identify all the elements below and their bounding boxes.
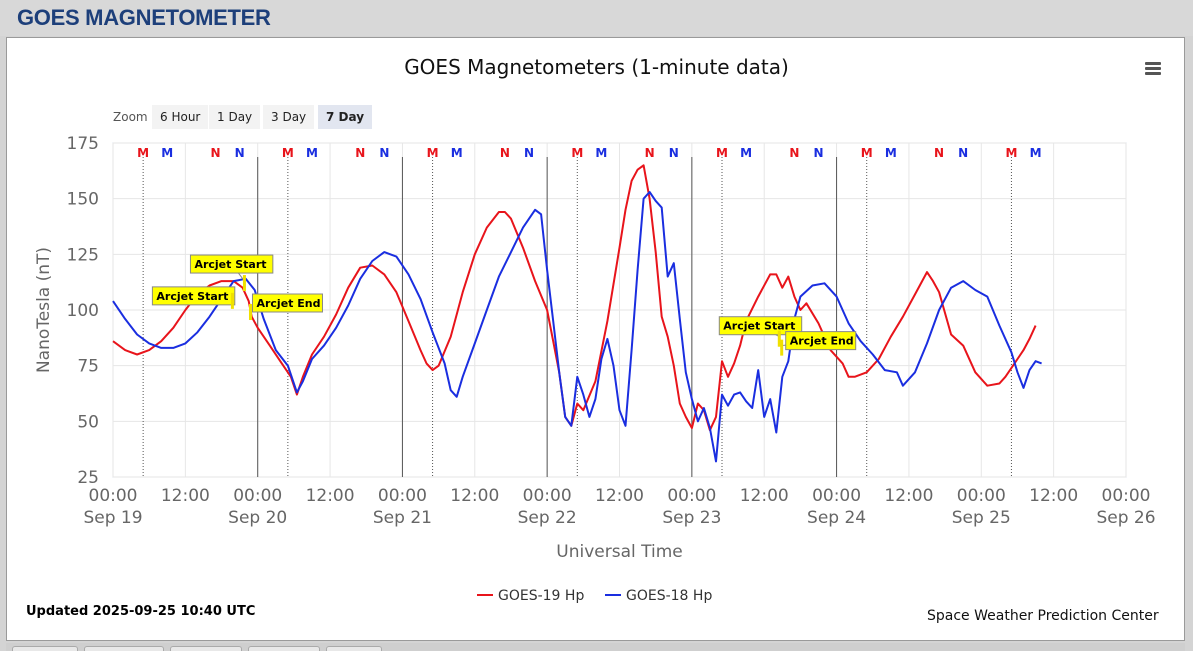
tab-3[interactable]: [170, 646, 242, 651]
annotation-box: [189, 254, 274, 274]
x-axis-title: Universal Time: [556, 542, 682, 562]
annotation-connector: [231, 263, 245, 282]
x-tick-date-label: Sep 23: [662, 508, 721, 528]
mn-marker-label: N: [789, 146, 799, 160]
x-tick-time-label: 12:00: [1029, 486, 1078, 506]
hamburger-menu-icon[interactable]: [1145, 62, 1161, 76]
mn-marker-label: M: [571, 146, 583, 160]
zoom-6-hour-button[interactable]: 6 Hour: [152, 105, 209, 129]
mn-marker-label: M: [137, 146, 149, 160]
annotation-connector: [760, 325, 780, 338]
mn-marker-label: M: [451, 146, 463, 160]
x-tick-time-label: 12:00: [884, 486, 933, 506]
annotation-label: Arcjet Start: [194, 258, 266, 271]
x-tick-time-label: 00:00: [89, 486, 138, 506]
x-tick-time-label: 12:00: [306, 486, 355, 506]
x-tick-date-label: Sep 20: [228, 508, 287, 528]
mn-marker-label: N: [669, 146, 679, 160]
annotation-label: Arcjet Start: [156, 290, 228, 303]
mn-marker-label: M: [282, 146, 294, 160]
mn-marker-label: N: [645, 146, 655, 160]
page-title: GOES MAGNETOMETER: [17, 5, 271, 30]
credit-text: Space Weather Prediction Center: [927, 608, 1159, 624]
x-tick-time-label: 00:00: [378, 486, 427, 506]
series-line-goes-19: [112, 164, 1037, 432]
x-tick-time-label: 00:00: [667, 486, 716, 506]
legend-label: GOES-19 Hp: [498, 588, 584, 604]
x-tick-date-label: Sep 22: [518, 508, 577, 528]
y-tick-label: 75: [77, 357, 99, 377]
mn-marker-label: M: [885, 146, 897, 160]
tab-2[interactable]: [84, 646, 164, 651]
legend-label: GOES-18 Hp: [626, 588, 712, 604]
x-tick-time-label: 00:00: [1102, 486, 1151, 506]
x-tick-date-label: Sep 26: [1096, 508, 1155, 528]
mn-marker-label: N: [934, 146, 944, 160]
zoom-3-day-button[interactable]: 3 Day: [263, 105, 315, 129]
plot-area-border: [112, 142, 1127, 478]
mn-marker-label: M: [161, 146, 173, 160]
y-tick-label: 150: [67, 190, 99, 210]
mn-marker-label: N: [958, 146, 968, 160]
mn-marker-label: N: [500, 146, 510, 160]
zoom-label: Zoom: [113, 110, 148, 124]
x-tick-time-label: 00:00: [523, 486, 572, 506]
zoom-1-day-button[interactable]: 1 Day: [209, 105, 261, 129]
mn-marker-label: N: [379, 146, 389, 160]
annotation-label: Arcjet Start: [723, 320, 795, 333]
annotation-label: Arcjet End: [256, 297, 320, 310]
mn-marker-label: N: [210, 146, 220, 160]
x-tick-time-label: 12:00: [595, 486, 644, 506]
x-tick-date-label: Sep 25: [952, 508, 1011, 528]
mn-marker-label: M: [306, 146, 318, 160]
mn-marker-label: N: [813, 146, 823, 160]
y-tick-label: 125: [67, 245, 99, 265]
annotation-box: [151, 286, 236, 306]
x-tick-time-label: 00:00: [812, 486, 861, 506]
x-tick-time-label: 00:00: [233, 486, 282, 506]
y-tick-label: 175: [67, 134, 99, 154]
mn-marker-label: M: [1005, 146, 1017, 160]
y-tick-label: 100: [67, 301, 99, 321]
tabs-strip: [6, 643, 1185, 651]
page-header: GOES MAGNETOMETER: [0, 0, 1193, 36]
mn-marker-label: M: [427, 146, 439, 160]
y-tick-label: 25: [77, 468, 99, 488]
zoom-7-day-button[interactable]: 7 Day: [318, 105, 373, 129]
tab-1[interactable]: [12, 646, 78, 651]
updated-timestamp: Updated 2025-09-25 10:40 UTC: [26, 604, 256, 619]
chart-title: GOES Magnetometers (1-minute data): [404, 55, 789, 79]
y-tick-label: 50: [77, 412, 99, 432]
annotation-connector: [781, 340, 821, 347]
annotation-box: [251, 293, 323, 313]
x-tick-time-label: 00:00: [957, 486, 1006, 506]
x-tick-time-label: 12:00: [161, 486, 210, 506]
annotation-box: [785, 331, 857, 351]
tab-4[interactable]: [248, 646, 320, 651]
mn-marker-label: M: [740, 146, 752, 160]
mn-marker-label: N: [524, 146, 534, 160]
mn-marker-label: N: [235, 146, 245, 160]
y-axis-title: NanoTesla (nT): [34, 247, 54, 373]
annotation-connector: [250, 302, 288, 311]
mn-marker-label: M: [1030, 146, 1042, 160]
chart-panel: GOES Magnetometers (1-minute data) Zoom …: [6, 37, 1185, 641]
mn-marker-label: M: [861, 146, 873, 160]
annotation-label: Arcjet End: [790, 335, 854, 348]
tab-5[interactable]: [326, 646, 382, 651]
annotation-box: [718, 316, 803, 336]
x-tick-time-label: 12:00: [450, 486, 499, 506]
annotation-connector: [193, 295, 233, 300]
mn-marker-label: N: [355, 146, 365, 160]
mn-marker-label: M: [595, 146, 607, 160]
x-tick-date-label: Sep 24: [807, 508, 866, 528]
x-tick-time-label: 12:00: [740, 486, 789, 506]
x-tick-date-label: Sep 21: [373, 508, 432, 528]
x-tick-date-label: Sep 19: [83, 508, 142, 528]
mn-marker-label: M: [716, 146, 728, 160]
series-line-goes-18: [112, 191, 1042, 463]
